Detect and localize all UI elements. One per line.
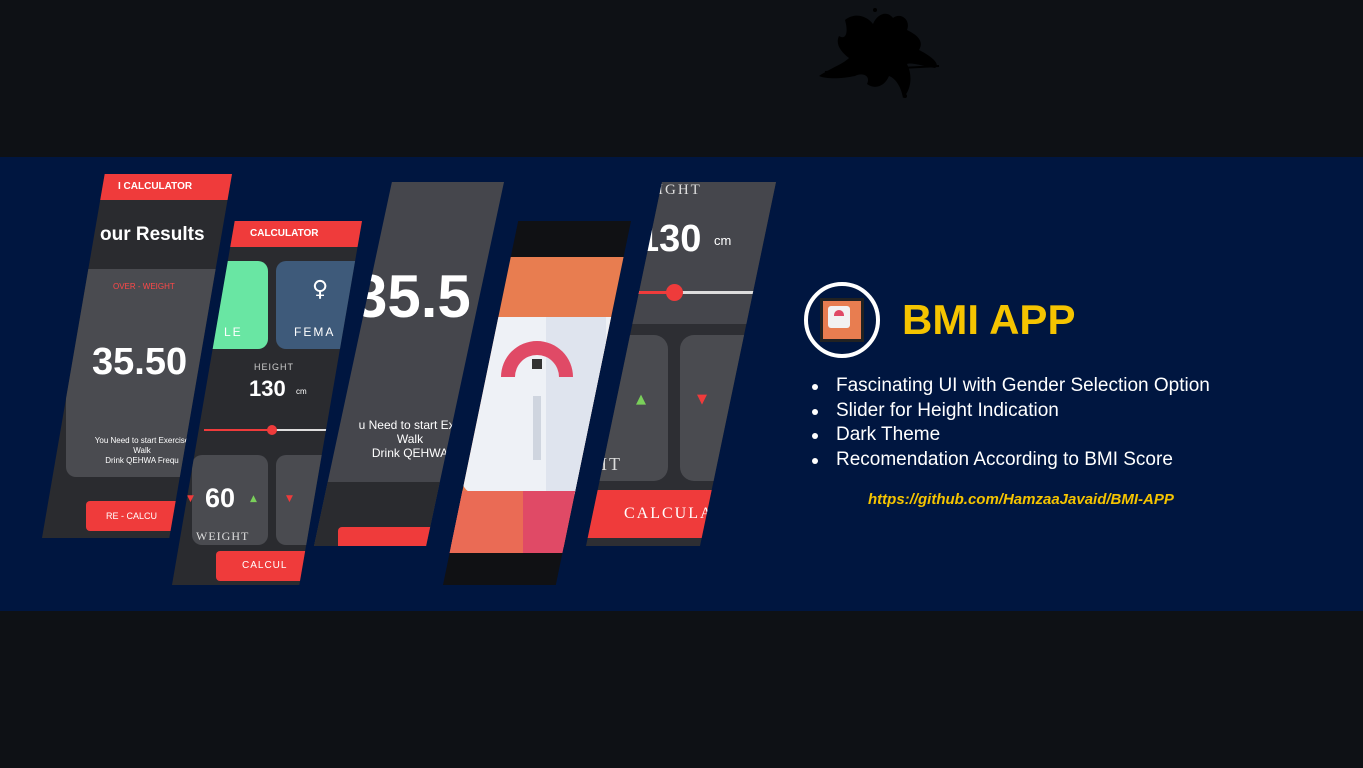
advice-line: u Need to start Exe xyxy=(358,418,462,432)
logo-dial xyxy=(828,306,850,328)
advice-text: You Need to start Exercise Walk Drink QE… xyxy=(72,436,212,466)
bmi-status: OVER - WEIGHT xyxy=(113,282,175,291)
bmi-scale-icon xyxy=(804,282,880,358)
height-slider-thumb[interactable] xyxy=(666,284,683,301)
bmi-score: 35.50 xyxy=(92,341,188,383)
height-slider-track[interactable] xyxy=(626,291,776,294)
feature-item: Recomendation According to BMI Score xyxy=(812,448,1210,473)
decrement-icon[interactable]: ▼ xyxy=(286,494,293,504)
recalculate-button[interactable] xyxy=(338,527,448,546)
advice-line: Drink QEHWA xyxy=(371,446,449,460)
feature-list: Fascinating UI with Gender Selection Opt… xyxy=(812,374,1210,472)
feature-item: Dark Theme xyxy=(812,423,1210,448)
results-appbar: I CALCULATOR xyxy=(42,174,232,200)
advice-line: Walk xyxy=(133,446,151,455)
advice-line: You Need to start Exercise xyxy=(94,436,190,445)
advice-line: Drink QEHWA Frequ xyxy=(105,456,179,465)
results-screen-slice: I CALCULATOR our Results OVER - WEIGHT 3… xyxy=(42,174,232,538)
height-slider-fill xyxy=(626,291,676,294)
weight-value: 60 xyxy=(205,483,236,513)
height-unit: cm xyxy=(714,233,732,248)
top-band xyxy=(0,0,1363,157)
scale-pointer xyxy=(533,396,541,460)
app-title: BMI APP xyxy=(902,296,1076,343)
scale-dial-icon xyxy=(501,341,573,377)
calculate-button[interactable]: CALCUL xyxy=(216,551,336,581)
age-card xyxy=(680,335,776,481)
height-label: IGHT xyxy=(658,182,702,198)
male-label: LE xyxy=(224,325,243,339)
calculate-button[interactable]: CALCULA xyxy=(586,490,776,538)
bottom-band xyxy=(0,611,1363,768)
height-value: 130 xyxy=(638,218,702,260)
increment-icon[interactable]: ▲ xyxy=(636,392,646,407)
female-icon: ♀ xyxy=(312,277,329,302)
results-heading: our Results xyxy=(100,224,205,245)
female-label: FEMA xyxy=(294,325,336,339)
height-unit: cm xyxy=(296,387,307,396)
weight-label: WEIGHT xyxy=(196,529,250,543)
increment-icon[interactable]: ▲ xyxy=(250,494,257,504)
feature-item: Slider for Height Indication xyxy=(812,399,1210,424)
advice-text: u Need to start Exe Walk Drink QEHWA xyxy=(320,418,500,460)
weight-card xyxy=(192,455,268,545)
signature-mark xyxy=(819,8,940,99)
github-link[interactable]: https://github.com/HamzaaJavaid/BMI-APP xyxy=(868,491,1174,508)
height-value: 130 xyxy=(249,376,286,401)
advice-line: Walk xyxy=(396,432,424,446)
scale-base-left xyxy=(443,491,523,553)
logo-mark xyxy=(834,310,844,316)
height-slider-thumb[interactable] xyxy=(267,425,277,435)
height-slider-fill xyxy=(204,429,272,431)
weight-label: HT xyxy=(594,454,622,474)
promo-banner: I CALCULATOR our Results OVER - WEIGHT 3… xyxy=(0,157,1363,611)
feature-item: Fascinating UI with Gender Selection Opt… xyxy=(812,374,1210,399)
bmi-score-large: 35.5 xyxy=(354,263,471,330)
height-label: HEIGHT xyxy=(254,362,295,372)
decrement-icon[interactable]: ▼ xyxy=(697,392,707,407)
decrement-icon[interactable]: ▼ xyxy=(187,494,194,504)
